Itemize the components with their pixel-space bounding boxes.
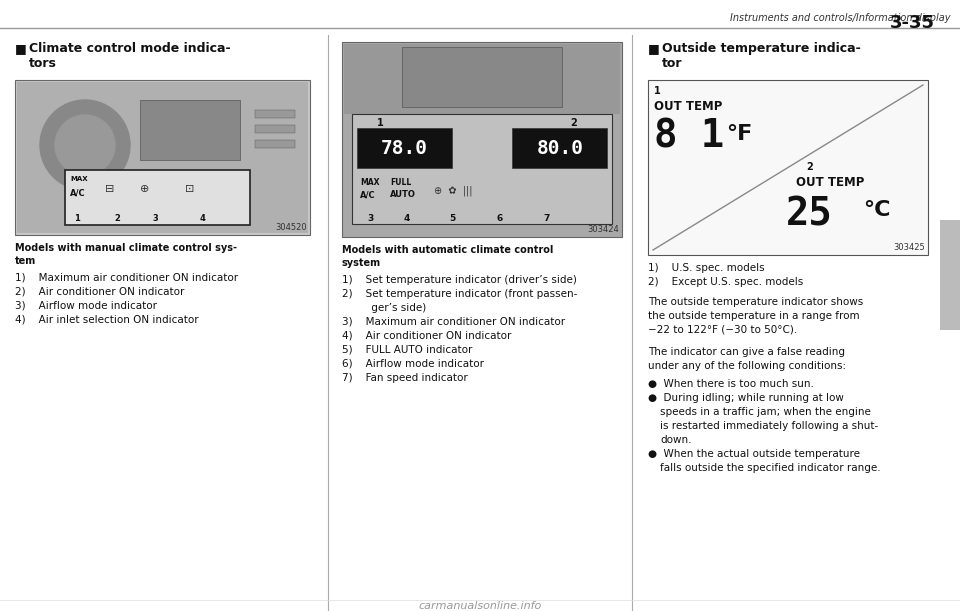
Text: 3)    Maximum air conditioner ON indicator: 3) Maximum air conditioner ON indicator bbox=[342, 317, 565, 327]
Text: 25: 25 bbox=[786, 195, 832, 233]
Text: 80.0: 80.0 bbox=[537, 139, 584, 158]
Text: ●  When there is too much sun.: ● When there is too much sun. bbox=[648, 379, 814, 389]
Bar bbox=[17, 82, 308, 233]
Bar bbox=[512, 128, 607, 168]
Text: ■: ■ bbox=[15, 42, 27, 55]
Text: 304520: 304520 bbox=[276, 223, 307, 232]
Text: °F: °F bbox=[726, 124, 753, 144]
Circle shape bbox=[40, 100, 130, 190]
Bar bbox=[140, 100, 240, 160]
Text: ●  When the actual outside temperature: ● When the actual outside temperature bbox=[648, 449, 860, 459]
Bar bbox=[940, 220, 960, 330]
Text: OUT TEMP: OUT TEMP bbox=[654, 100, 722, 113]
Bar bbox=[255, 125, 295, 133]
Text: ●  During idling; while running at low: ● During idling; while running at low bbox=[648, 393, 844, 403]
Bar bbox=[344, 44, 620, 114]
Text: falls outside the specified indicator range.: falls outside the specified indicator ra… bbox=[660, 463, 880, 473]
Text: 3: 3 bbox=[367, 214, 373, 223]
Text: A/C: A/C bbox=[70, 188, 85, 197]
Text: OUT TEMP: OUT TEMP bbox=[796, 176, 864, 189]
Text: 1)    Set temperature indicator (driver’s side): 1) Set temperature indicator (driver’s s… bbox=[342, 275, 577, 285]
Bar bbox=[255, 110, 295, 118]
Text: the outside temperature in a range from: the outside temperature in a range from bbox=[648, 311, 859, 321]
Bar bbox=[255, 140, 295, 148]
Text: 5)    FULL AUTO indicator: 5) FULL AUTO indicator bbox=[342, 345, 472, 355]
Text: Models with automatic climate control: Models with automatic climate control bbox=[342, 245, 553, 255]
Text: system: system bbox=[342, 258, 381, 268]
Text: ger’s side): ger’s side) bbox=[342, 303, 426, 313]
Text: 8 1: 8 1 bbox=[654, 118, 724, 156]
Text: under any of the following conditions:: under any of the following conditions: bbox=[648, 361, 846, 371]
Text: 2: 2 bbox=[806, 162, 813, 172]
Text: ■: ■ bbox=[648, 42, 660, 55]
Bar bbox=[402, 47, 562, 107]
Text: ⊕  ✿  |||: ⊕ ✿ ||| bbox=[434, 186, 472, 197]
Text: ⊡: ⊡ bbox=[185, 184, 195, 194]
Text: °C: °C bbox=[863, 200, 891, 220]
Text: 2: 2 bbox=[570, 118, 577, 128]
Text: 5: 5 bbox=[449, 214, 455, 223]
Text: MAX: MAX bbox=[70, 176, 87, 182]
Text: 2)    Set temperature indicator (front passen-: 2) Set temperature indicator (front pass… bbox=[342, 289, 577, 299]
Text: 78.0: 78.0 bbox=[380, 139, 427, 158]
Text: 6: 6 bbox=[497, 214, 503, 223]
Text: ⊕: ⊕ bbox=[140, 184, 150, 194]
Text: 2)    Except U.S. spec. models: 2) Except U.S. spec. models bbox=[648, 277, 804, 287]
Text: Outside temperature indica-
tor: Outside temperature indica- tor bbox=[662, 42, 861, 70]
Text: 4)    Air inlet selection ON indicator: 4) Air inlet selection ON indicator bbox=[15, 315, 199, 325]
Text: tem: tem bbox=[15, 256, 36, 266]
Text: −22 to 122°F (−30 to 50°C).: −22 to 122°F (−30 to 50°C). bbox=[648, 325, 797, 335]
Circle shape bbox=[55, 115, 115, 175]
Text: A/C: A/C bbox=[360, 190, 375, 199]
Text: 7: 7 bbox=[543, 214, 550, 223]
Bar bbox=[357, 128, 452, 168]
Text: Climate control mode indica-
tors: Climate control mode indica- tors bbox=[29, 42, 230, 70]
Text: speeds in a traffic jam; when the engine: speeds in a traffic jam; when the engine bbox=[660, 407, 871, 417]
Text: MAX: MAX bbox=[360, 178, 379, 187]
Text: ⊟: ⊟ bbox=[106, 184, 114, 194]
Bar bbox=[352, 114, 612, 224]
Bar bbox=[15, 80, 310, 235]
Text: 1)    Maximum air conditioner ON indicator: 1) Maximum air conditioner ON indicator bbox=[15, 273, 238, 283]
Text: 1: 1 bbox=[74, 214, 80, 223]
Text: 3-35: 3-35 bbox=[890, 14, 935, 32]
Text: 7)    Fan speed indicator: 7) Fan speed indicator bbox=[342, 373, 468, 383]
Text: 4: 4 bbox=[200, 214, 206, 223]
Text: The indicator can give a false reading: The indicator can give a false reading bbox=[648, 347, 845, 357]
Text: carmanualsonline.info: carmanualsonline.info bbox=[419, 601, 541, 611]
Text: 1: 1 bbox=[376, 118, 383, 128]
Bar bbox=[65, 170, 250, 225]
Text: 2)    Air conditioner ON indicator: 2) Air conditioner ON indicator bbox=[15, 287, 184, 297]
Bar bbox=[648, 80, 928, 255]
Text: FULL: FULL bbox=[390, 178, 411, 187]
Text: down.: down. bbox=[660, 435, 691, 445]
Text: 303424: 303424 bbox=[588, 225, 619, 234]
Text: AUTO: AUTO bbox=[390, 190, 416, 199]
Text: 1: 1 bbox=[654, 86, 660, 96]
Text: is restarted immediately following a shut-: is restarted immediately following a shu… bbox=[660, 421, 878, 431]
Text: 3: 3 bbox=[152, 214, 157, 223]
Text: 4)    Air conditioner ON indicator: 4) Air conditioner ON indicator bbox=[342, 331, 512, 341]
Bar bbox=[342, 42, 622, 237]
Text: 4: 4 bbox=[404, 214, 410, 223]
Text: 1)    U.S. spec. models: 1) U.S. spec. models bbox=[648, 263, 764, 273]
Text: Instruments and controls/Information display: Instruments and controls/Information dis… bbox=[730, 13, 950, 23]
Text: 303425: 303425 bbox=[893, 243, 925, 252]
Text: 2: 2 bbox=[114, 214, 120, 223]
Text: The outside temperature indicator shows: The outside temperature indicator shows bbox=[648, 297, 863, 307]
Text: 3)    Airflow mode indicator: 3) Airflow mode indicator bbox=[15, 301, 157, 311]
Text: 6)    Airflow mode indicator: 6) Airflow mode indicator bbox=[342, 359, 484, 369]
Text: Models with manual climate control sys-: Models with manual climate control sys- bbox=[15, 243, 237, 253]
